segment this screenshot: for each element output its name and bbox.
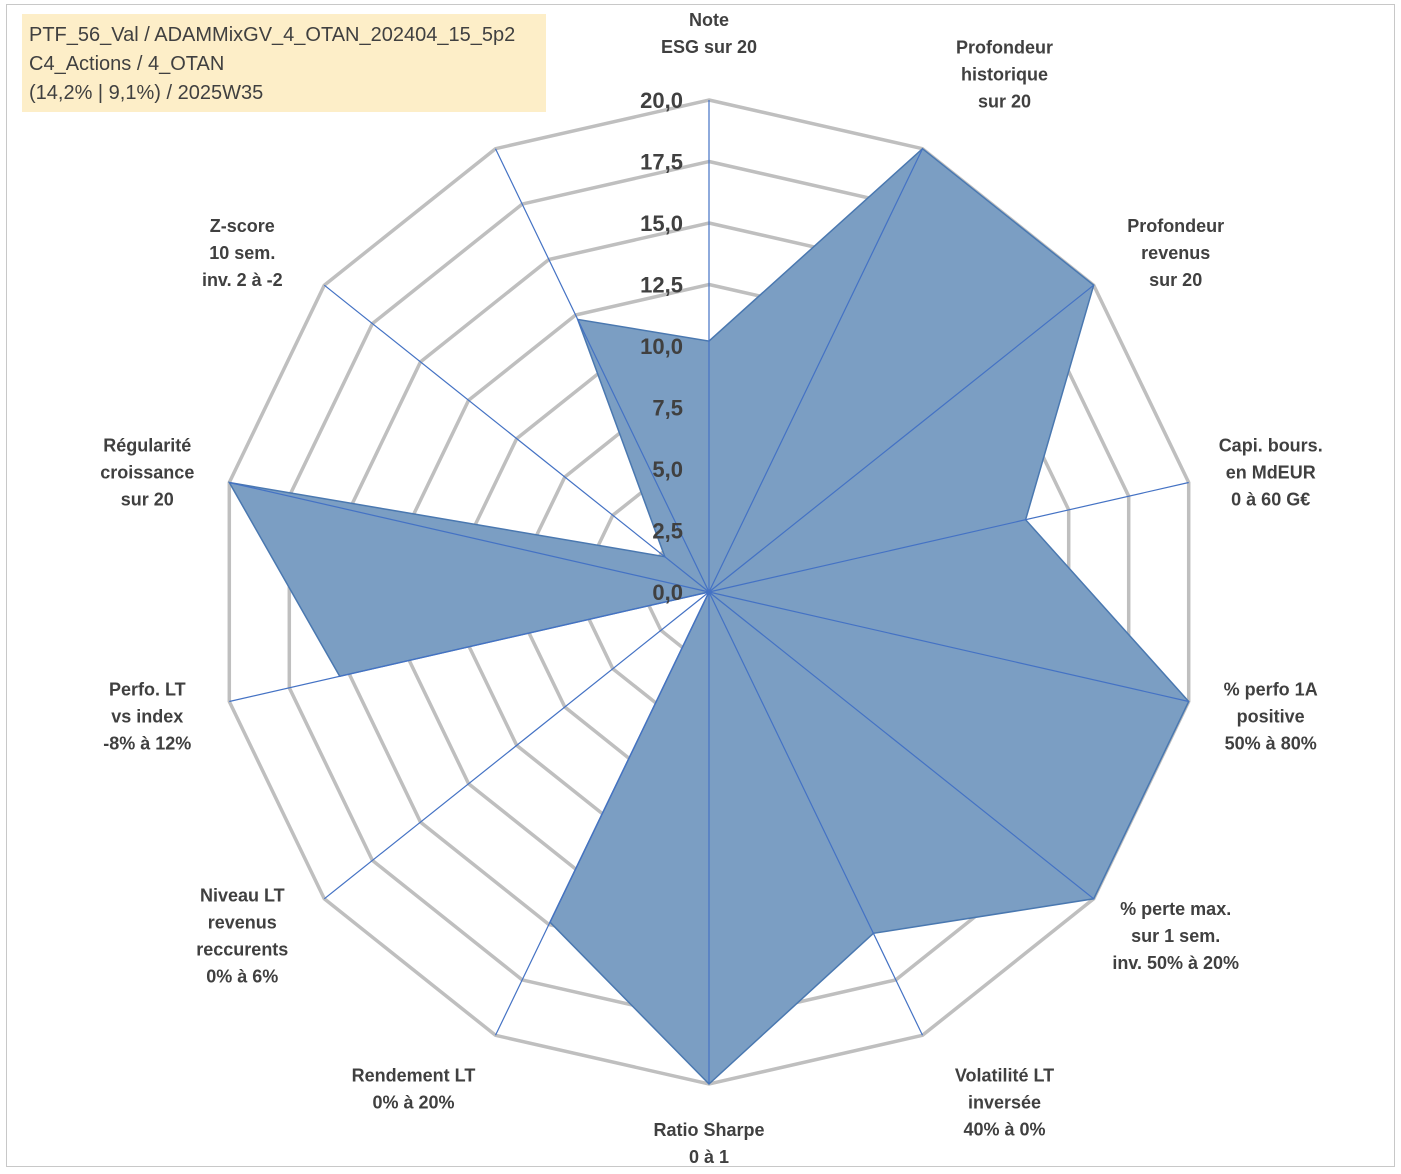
axis-label-line: 0% à 6% — [206, 967, 278, 987]
axis-label-line: sur 20 — [1149, 270, 1202, 290]
axis-label-line: inv. 2 à -2 — [202, 270, 283, 290]
axis-label-line: sur 20 — [978, 91, 1031, 111]
axis-label-8: Rendement LT 0% à 20% — [352, 1066, 476, 1113]
axis-label-line: Perfo. LT — [109, 679, 186, 699]
axis-label-5: % perte max. sur 1 sem. inv. 50% à 20% — [1112, 899, 1239, 973]
axis-label-line: Z-score — [210, 216, 275, 236]
spoke-3 — [708, 481, 1189, 593]
info-line-3: (14,2% | 9,1%) / 2025W35 — [29, 82, 264, 104]
axis-label-line: 50% à 80% — [1225, 733, 1317, 753]
axis-label-line: ESG sur 20 — [661, 37, 757, 57]
axis-label-line: Régularité — [103, 436, 191, 456]
axis-label-line: inv. 50% à 20% — [1112, 953, 1239, 973]
axis-label-line: sur 20 — [121, 490, 174, 510]
info-line-2: C4_Actions / 4_OTAN — [29, 53, 225, 75]
axis-label-line: revenus — [208, 913, 277, 933]
tick-label-2: 5,0 — [652, 457, 683, 482]
axis-label-line: % perte max. — [1120, 899, 1231, 919]
axis-label-line: Ratio Sharpe — [653, 1120, 764, 1140]
tick-label-8: 20,0 — [640, 88, 683, 113]
axis-label-11: Régularité croissance sur 20 — [100, 436, 194, 510]
tick-label-6: 15,0 — [640, 211, 683, 236]
axis-label-line: 0 à 1 — [689, 1147, 729, 1167]
axis-label-line: -8% à 12% — [103, 733, 191, 753]
axis-label-line: en MdEUR — [1226, 463, 1316, 483]
axis-label-1: Profondeur historique sur 20 — [956, 37, 1053, 111]
axis-label-2: Profondeur revenus sur 20 — [1127, 216, 1224, 290]
axis-label-line: 0% à 20% — [372, 1093, 454, 1113]
spoke-5 — [708, 591, 1095, 900]
tick-label-0: 0,0 — [652, 580, 683, 605]
axis-label-line: Profondeur — [956, 37, 1053, 57]
axis-label-line: 0 à 60 G€ — [1231, 490, 1310, 510]
axis-label-line: Volatilité LT — [955, 1066, 1054, 1086]
axis-label-12: Z-score 10 sem. inv. 2 à -2 — [202, 216, 283, 290]
spoke-9 — [323, 591, 710, 900]
axis-label-line: % perfo 1A — [1224, 679, 1318, 699]
axis-label-line: croissance — [100, 463, 194, 483]
axis-label-line: revenus — [1141, 243, 1210, 263]
axis-label-line: positive — [1237, 706, 1305, 726]
spoke-4 — [708, 591, 1189, 703]
axis-label-3: Capi. bours. en MdEUR 0 à 60 G€ — [1219, 436, 1323, 510]
info-line-1: PTF_56_Val / ADAMMixGV_4_OTAN_202404_15_… — [29, 24, 516, 46]
axis-label-line: 40% à 0% — [963, 1120, 1045, 1140]
axis-label-line: Profondeur — [1127, 216, 1224, 236]
spoke-13 — [494, 148, 710, 593]
spoke-8 — [494, 591, 710, 1036]
info-box: PTF_56_Val / ADAMMixGV_4_OTAN_202404_15_… — [22, 14, 546, 112]
spoke-2 — [708, 284, 1095, 593]
radar-tick-labels: 0,0 2,5 5,0 7,5 10,0 12,5 15,0 17,5 20,0 — [640, 88, 683, 605]
axis-label-line: Note — [689, 10, 729, 30]
axis-label-line: sur 1 sem. — [1131, 926, 1220, 946]
tick-label-7: 17,5 — [640, 150, 683, 175]
axis-label-line: Rendement LT — [352, 1066, 476, 1086]
axis-label-line: Niveau LT — [200, 886, 285, 906]
axis-label-line: historique — [961, 64, 1048, 84]
axis-label-line: inversée — [968, 1093, 1041, 1113]
axis-label-line: reccurents — [196, 940, 288, 960]
tick-label-5: 12,5 — [640, 273, 683, 298]
axis-label-line: Capi. bours. — [1219, 436, 1323, 456]
tick-label-4: 10,0 — [640, 334, 683, 359]
axis-label-line: 10 sem. — [209, 243, 275, 263]
radar-spokes — [229, 100, 1189, 1084]
spoke-12 — [323, 284, 710, 593]
tick-label-3: 7,5 — [652, 396, 683, 421]
axis-label-10: Perfo. LT vs index -8% à 12% — [103, 679, 191, 753]
spoke-10 — [229, 591, 710, 703]
axis-label-6: Volatilité LT inversée 40% à 0% — [955, 1066, 1054, 1140]
axis-label-0: Note ESG sur 20 — [661, 10, 757, 57]
axis-label-9: Niveau LT revenus reccurents 0% à 6% — [196, 886, 288, 987]
axis-label-4: % perfo 1A positive 50% à 80% — [1224, 679, 1318, 753]
axis-label-line: vs index — [111, 706, 183, 726]
tick-label-1: 2,5 — [652, 519, 683, 544]
spoke-6 — [708, 591, 924, 1036]
axis-label-7: Ratio Sharpe 0 à 1 — [653, 1120, 764, 1167]
spoke-11 — [229, 481, 710, 593]
spoke-1 — [708, 148, 924, 593]
